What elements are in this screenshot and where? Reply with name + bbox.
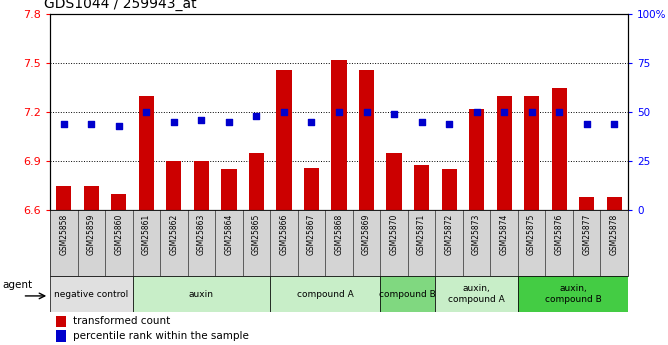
Point: [581, 121, 592, 127]
Text: GSM25866: GSM25866: [279, 214, 289, 255]
Text: compound A: compound A: [297, 289, 353, 299]
Text: GSM25873: GSM25873: [472, 214, 481, 255]
Text: GSM25860: GSM25860: [114, 214, 124, 255]
Text: GSM25865: GSM25865: [252, 214, 261, 255]
Point: [279, 109, 289, 115]
Text: auxin,
compound B: auxin, compound B: [544, 284, 601, 304]
Bar: [133, 276, 271, 312]
Text: negative control: negative control: [54, 289, 128, 299]
Bar: [579, 197, 595, 210]
Text: percentile rank within the sample: percentile rank within the sample: [73, 331, 249, 341]
Text: GSM25861: GSM25861: [142, 214, 151, 255]
Bar: [271, 276, 380, 312]
Bar: [166, 161, 182, 210]
Point: [333, 109, 345, 115]
Text: compound B: compound B: [379, 289, 436, 299]
Point: [86, 121, 97, 127]
Bar: [380, 276, 436, 312]
Bar: [359, 69, 374, 210]
Bar: [194, 161, 209, 210]
Text: transformed count: transformed count: [73, 316, 170, 326]
Point: [416, 119, 427, 125]
Point: [251, 113, 262, 119]
Text: auxin,
compound A: auxin, compound A: [448, 284, 505, 304]
Point: [554, 109, 564, 115]
Point: [471, 109, 482, 115]
Point: [306, 119, 317, 125]
Bar: [496, 96, 512, 210]
Bar: [112, 194, 126, 210]
Bar: [331, 60, 347, 210]
Text: GSM25871: GSM25871: [417, 214, 426, 255]
Text: GSM25878: GSM25878: [610, 214, 619, 255]
Point: [526, 109, 537, 115]
Bar: [277, 69, 291, 210]
Text: GSM25876: GSM25876: [554, 214, 564, 255]
Text: GSM25859: GSM25859: [87, 214, 96, 255]
Point: [361, 109, 372, 115]
Text: GSM25863: GSM25863: [197, 214, 206, 255]
Text: GSM25872: GSM25872: [445, 214, 454, 255]
Bar: [304, 168, 319, 210]
Bar: [442, 169, 457, 210]
Text: GDS1044 / 259943_at: GDS1044 / 259943_at: [44, 0, 197, 11]
Bar: [469, 109, 484, 210]
Text: GSM25868: GSM25868: [335, 214, 343, 255]
Bar: [414, 165, 429, 210]
Bar: [249, 153, 264, 210]
Text: GSM25862: GSM25862: [170, 214, 178, 255]
Bar: [56, 330, 66, 342]
Bar: [552, 88, 566, 210]
Text: GSM25858: GSM25858: [59, 214, 68, 255]
Bar: [84, 186, 99, 210]
Bar: [50, 276, 133, 312]
Point: [59, 121, 69, 127]
Text: GSM25864: GSM25864: [224, 214, 233, 255]
Text: agent: agent: [3, 280, 33, 290]
Bar: [436, 276, 518, 312]
Bar: [139, 96, 154, 210]
Bar: [56, 186, 71, 210]
Bar: [607, 197, 622, 210]
Point: [168, 119, 179, 125]
Text: GSM25877: GSM25877: [582, 214, 591, 255]
Point: [389, 111, 399, 117]
Text: GSM25874: GSM25874: [500, 214, 508, 255]
Text: GSM25870: GSM25870: [389, 214, 399, 255]
Text: GSM25869: GSM25869: [362, 214, 371, 255]
Text: GSM25867: GSM25867: [307, 214, 316, 255]
Point: [196, 117, 207, 123]
Point: [114, 123, 124, 129]
Bar: [524, 96, 539, 210]
Point: [224, 119, 234, 125]
Bar: [387, 153, 401, 210]
Text: auxin: auxin: [189, 289, 214, 299]
Bar: [518, 276, 628, 312]
Point: [499, 109, 510, 115]
Text: GSM25875: GSM25875: [527, 214, 536, 255]
Point: [444, 121, 454, 127]
Point: [609, 121, 619, 127]
Point: [141, 109, 152, 115]
Bar: [221, 169, 236, 210]
Bar: [56, 315, 66, 327]
